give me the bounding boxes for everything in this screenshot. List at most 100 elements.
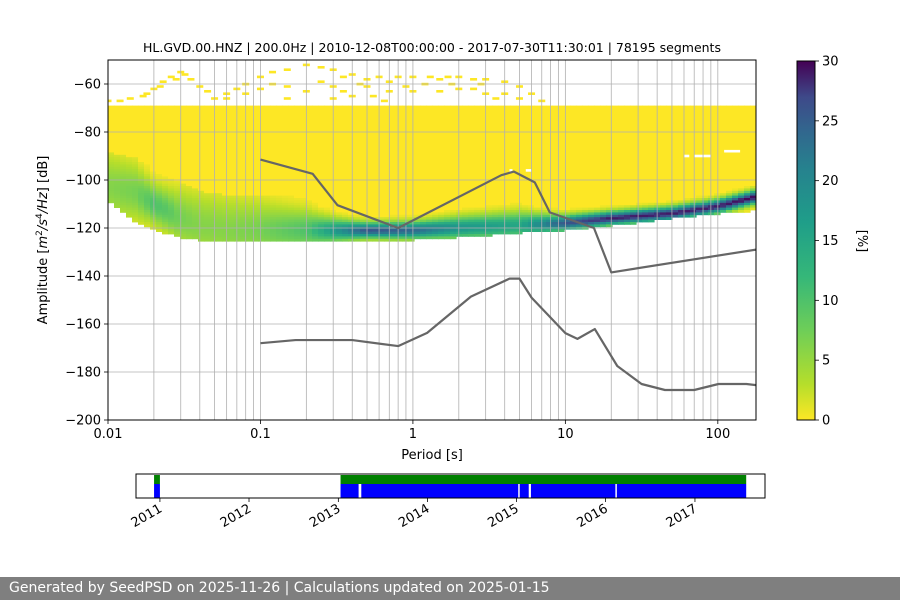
density-cell bbox=[258, 229, 265, 232]
density-cell bbox=[198, 238, 205, 242]
density-cell bbox=[108, 152, 115, 156]
density-cell bbox=[408, 214, 415, 218]
density-cell bbox=[162, 198, 169, 201]
density-cell bbox=[336, 217, 343, 220]
density-cell bbox=[618, 222, 625, 225]
density-cell bbox=[726, 200, 733, 204]
density-cell bbox=[168, 198, 175, 201]
density-cell bbox=[300, 207, 307, 211]
heatmap bbox=[108, 63, 756, 242]
density-cell bbox=[408, 234, 415, 237]
coverage-cell bbox=[696, 105, 703, 214]
density-cell bbox=[162, 219, 169, 223]
density-cell bbox=[216, 236, 223, 240]
density-cell bbox=[120, 159, 127, 163]
density-cell bbox=[342, 231, 349, 235]
density-cell bbox=[108, 176, 115, 180]
density-cell bbox=[138, 183, 145, 187]
density-cell bbox=[246, 195, 253, 199]
density-cell bbox=[642, 219, 649, 223]
density-cell bbox=[222, 210, 229, 213]
density-cell bbox=[318, 229, 325, 232]
density-cell bbox=[414, 224, 421, 228]
blank-patch bbox=[684, 154, 690, 158]
density-cell bbox=[174, 190, 181, 194]
density-cell bbox=[492, 212, 499, 216]
density-cell bbox=[168, 200, 175, 204]
density-cell bbox=[342, 229, 349, 232]
density-cell bbox=[144, 164, 151, 168]
density-cell bbox=[348, 238, 355, 242]
density-cell bbox=[252, 198, 259, 201]
density-cell bbox=[504, 231, 511, 235]
density-cell bbox=[294, 224, 301, 228]
density-cell bbox=[474, 212, 481, 216]
coverage-cell bbox=[378, 105, 385, 238]
coverage-cell bbox=[228, 105, 235, 238]
density-cell bbox=[258, 222, 265, 225]
density-cell bbox=[540, 210, 547, 213]
sparse-cell bbox=[283, 97, 291, 100]
density-cell bbox=[114, 188, 121, 192]
sparse-cell bbox=[204, 90, 212, 93]
timeline-tick-label: 2013 bbox=[307, 501, 343, 531]
x-tick-label: 1 bbox=[409, 427, 417, 442]
colorbar-tick-label: 25 bbox=[822, 114, 839, 129]
density-cell bbox=[276, 231, 283, 235]
density-cell bbox=[336, 231, 343, 235]
density-cell bbox=[372, 231, 379, 235]
density-cell bbox=[558, 219, 565, 223]
density-cell bbox=[312, 238, 319, 242]
density-cell bbox=[714, 212, 721, 216]
density-cell bbox=[672, 205, 679, 208]
density-cell bbox=[438, 231, 445, 235]
density-cell bbox=[504, 217, 511, 220]
density-cell bbox=[558, 224, 565, 228]
density-cell bbox=[468, 217, 475, 220]
density-cell bbox=[252, 205, 259, 208]
coverage-cell bbox=[450, 105, 457, 236]
density-cell bbox=[534, 210, 541, 213]
density-cell bbox=[168, 210, 175, 213]
coverage-cell bbox=[504, 105, 511, 232]
density-cell bbox=[180, 186, 187, 189]
density-cell bbox=[258, 236, 265, 240]
sparse-cell bbox=[470, 87, 478, 91]
density-cell bbox=[306, 238, 313, 242]
density-cell bbox=[270, 229, 277, 232]
density-cell bbox=[702, 200, 709, 204]
density-cell bbox=[294, 219, 301, 223]
density-cell bbox=[744, 190, 751, 194]
density-cell bbox=[150, 190, 157, 194]
density-cell bbox=[222, 234, 229, 237]
density-cell bbox=[492, 217, 499, 220]
density-cell bbox=[486, 214, 493, 218]
density-cell bbox=[312, 224, 319, 228]
density-cell bbox=[120, 166, 127, 170]
density-cell bbox=[282, 205, 289, 208]
density-cell bbox=[210, 198, 217, 201]
density-cell bbox=[480, 207, 487, 211]
density-cell bbox=[522, 207, 529, 211]
density-cell bbox=[450, 212, 457, 216]
density-cell bbox=[306, 212, 313, 216]
density-cell bbox=[252, 200, 259, 204]
density-cell bbox=[678, 200, 685, 204]
density-cell bbox=[354, 222, 361, 225]
density-cell bbox=[120, 186, 127, 189]
density-cell bbox=[492, 224, 499, 228]
density-cell bbox=[144, 171, 151, 175]
density-cell bbox=[588, 212, 595, 216]
density-cell bbox=[144, 176, 151, 180]
density-cell bbox=[558, 217, 565, 220]
density-cell bbox=[306, 234, 313, 237]
density-cell bbox=[342, 217, 349, 220]
density-cell bbox=[198, 195, 205, 199]
density-cell bbox=[198, 224, 205, 228]
density-cell bbox=[120, 193, 127, 196]
density-cell bbox=[372, 219, 379, 223]
coverage-cell bbox=[546, 105, 553, 229]
density-cell bbox=[444, 236, 451, 240]
density-cell bbox=[444, 229, 451, 232]
sparse-cell bbox=[436, 78, 444, 81]
